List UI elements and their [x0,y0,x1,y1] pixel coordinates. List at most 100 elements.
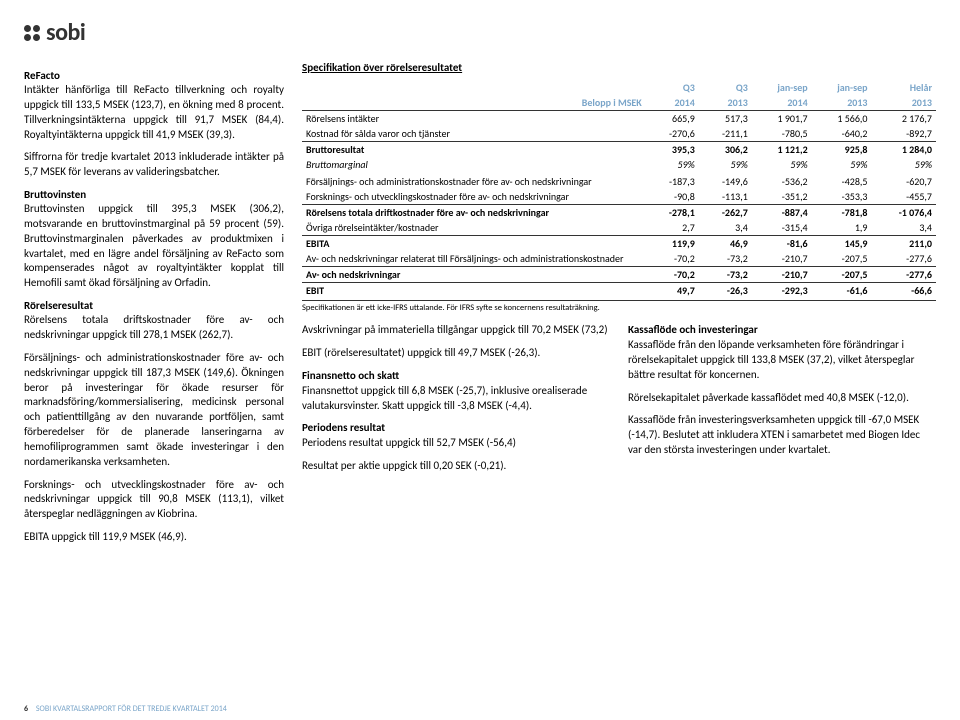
row-label: Kostnad för sålda varor och tjänster [302,126,646,142]
spec-footnote: Specifikationen är ett icke-IFRS uttalan… [302,300,936,313]
cell-value: 46,9 [699,236,752,252]
cell-value: -81,6 [752,236,812,252]
footer-text: SOBI KVARTALSRAPPORT FÖR DET TREDJE KVAR… [36,704,227,714]
para: Rörelsekapitalet påverkade kassaflödet m… [628,391,936,406]
cell-value: -210,7 [752,267,812,283]
logo-dots [24,25,40,41]
row-label: Bruttomarginal [302,157,646,172]
cell-value: 1 121,2 [752,142,812,158]
col-year: 2013 [872,95,937,111]
row-label: Forsknings- och utvecklingskostnader för… [302,189,646,205]
row-label: EBITA [302,236,646,252]
cell-value: 3,4 [699,220,752,236]
cell-value: -277,6 [872,267,937,283]
cell-value: -70,2 [646,251,699,267]
cell-value: -211,1 [699,126,752,142]
cell-value: 395,3 [646,142,699,158]
cell-value: -73,2 [699,251,752,267]
heading-kassaflode: Kassaflöde och investeringar [628,323,936,336]
row-label: Övriga rörelseintäkter/kostnader [302,220,646,236]
heading-rorelseresultat: Rörelseresultat [24,299,284,312]
lower-col-2: Kassaflöde och investeringar Kassaflöde … [628,323,936,482]
row-label: Av- och nedskrivningar relaterat till Fö… [302,251,646,267]
left-column: ReFacto Intäkter hänförliga till ReFacto… [24,61,284,553]
row-label: Rörelsens totala driftkostnader före av-… [302,205,646,221]
spec-title: Specifikation över rörelseresultatet [302,61,936,74]
col-year: 2013 [812,95,872,111]
col-year: 2014 [646,95,699,111]
cell-value: 1 901,7 [752,111,812,127]
cell-value: 49,7 [646,283,699,299]
cell-value: -277,6 [872,251,937,267]
page-number: 6 [24,704,28,714]
heading-periodens-resultat: Periodens resultat [302,421,610,434]
cell-value: -1 076,4 [872,205,937,221]
col-year: 2014 [752,95,812,111]
para: Rörelsens totala driftskostnader före av… [24,313,284,343]
cell-value: -353,3 [812,189,872,205]
row-label: Av- och nedskrivningar [302,267,646,283]
col-year: 2013 [699,95,752,111]
cell-value: 306,2 [699,142,752,158]
cell-value: 59% [872,157,937,172]
cell-value: -66,6 [872,283,937,299]
cell-value: -781,8 [812,205,872,221]
row-label: Rörelsens intäkter [302,111,646,127]
cell-value: -187,3 [646,174,699,189]
cell-value: -892,7 [872,126,937,142]
cell-value: -315,4 [752,220,812,236]
cell-value: 517,3 [699,111,752,127]
cell-value: 59% [646,157,699,172]
para: Avskrivningar på immateriella tillgångar… [302,323,610,338]
logo-text: sobi [46,18,85,47]
para: Kassaflöde från den löpande verksamheten… [628,338,936,383]
cell-value: -70,2 [646,267,699,283]
cell-value: -640,2 [812,126,872,142]
para: Kassaflöde från investeringsverksamheten… [628,413,936,458]
cell-value: -113,1 [699,189,752,205]
para: Periodens resultat uppgick till 52,7 MSE… [302,436,610,451]
cell-value: -207,5 [812,267,872,283]
lower-col-1: Avskrivningar på immateriella tillgångar… [302,323,610,482]
para: Resultat per aktie uppgick till 0,20 SEK… [302,459,610,474]
col-head: jan-sep [812,80,872,95]
cell-value: -210,7 [752,251,812,267]
cell-value: -61,6 [812,283,872,299]
heading-refacto: ReFacto [24,69,284,82]
col-head: jan-sep [752,80,812,95]
cell-value: 1 566,0 [812,111,872,127]
cell-value: 59% [699,157,752,172]
page-columns: ReFacto Intäkter hänförliga till ReFacto… [24,61,936,553]
cell-value: -428,5 [812,174,872,189]
para: EBITA uppgick till 119,9 MSEK (46,9). [24,530,284,545]
heading-finansnetto: Finansnetto och skatt [302,369,610,382]
row-label: Försäljnings- och administrationskostnad… [302,174,646,189]
logo: sobi [24,18,936,47]
right-column: Specifikation över rörelseresultatet Q3 … [302,61,936,553]
para: Bruttovinsten uppgick till 395,3 MSEK (3… [24,202,284,291]
cell-value: -351,2 [752,189,812,205]
cell-value: -207,5 [812,251,872,267]
col-head: Q3 [646,80,699,95]
para: Forsknings- och utvecklingskostnader för… [24,478,284,523]
para: Siffrorna för tredje kvartalet 2013 inkl… [24,150,284,180]
para: Intäkter hänförliga till ReFacto tillver… [24,83,284,142]
cell-value: 145,9 [812,236,872,252]
cell-value: 59% [812,157,872,172]
cell-value: -278,1 [646,205,699,221]
cell-value: -292,3 [752,283,812,299]
cell-value: -90,8 [646,189,699,205]
cell-value: 59% [752,157,812,172]
para: Försäljnings- och administrationskostnad… [24,351,284,470]
para: Finansnettot uppgick till 6,8 MSEK (-25,… [302,384,610,414]
cell-value: 3,4 [872,220,937,236]
cell-value: 925,8 [812,142,872,158]
cell-value: 1,9 [812,220,872,236]
page-footer: 6 SOBI KVARTALSRAPPORT FÖR DET TREDJE KV… [24,704,227,714]
cell-value: -455,7 [872,189,937,205]
cell-value: -73,2 [699,267,752,283]
cell-value: -620,7 [872,174,937,189]
cell-value: -536,2 [752,174,812,189]
cell-value: -780,5 [752,126,812,142]
cell-value: -887,4 [752,205,812,221]
